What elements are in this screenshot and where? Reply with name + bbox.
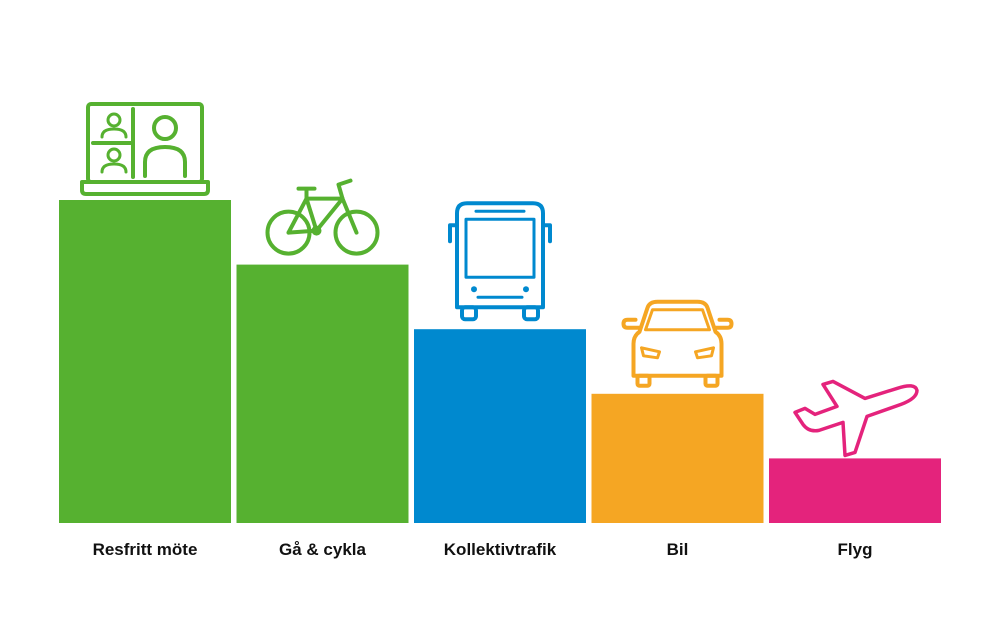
bar-3 <box>591 393 764 523</box>
icons <box>80 102 919 458</box>
bar-1 <box>236 264 409 523</box>
category-label: Resfritt möte <box>93 540 198 559</box>
category-label: Kollektivtrafik <box>444 540 557 559</box>
bicycle-icon <box>265 178 380 256</box>
category-label: Bil <box>667 540 689 559</box>
category-label: Flyg <box>838 540 873 559</box>
bar-2 <box>414 329 586 523</box>
category-labels: Resfritt möte Gå & cykla Kollektivtrafik Bi… <box>93 540 873 559</box>
airplane-icon <box>793 379 919 458</box>
car-icon <box>621 299 734 388</box>
bar-4 <box>769 458 941 523</box>
video-meeting-laptop-icon <box>80 102 210 196</box>
bus-icon <box>448 201 552 322</box>
bars <box>59 200 941 523</box>
category-label: Gå & cykla <box>279 540 366 559</box>
bar-0 <box>59 200 231 523</box>
